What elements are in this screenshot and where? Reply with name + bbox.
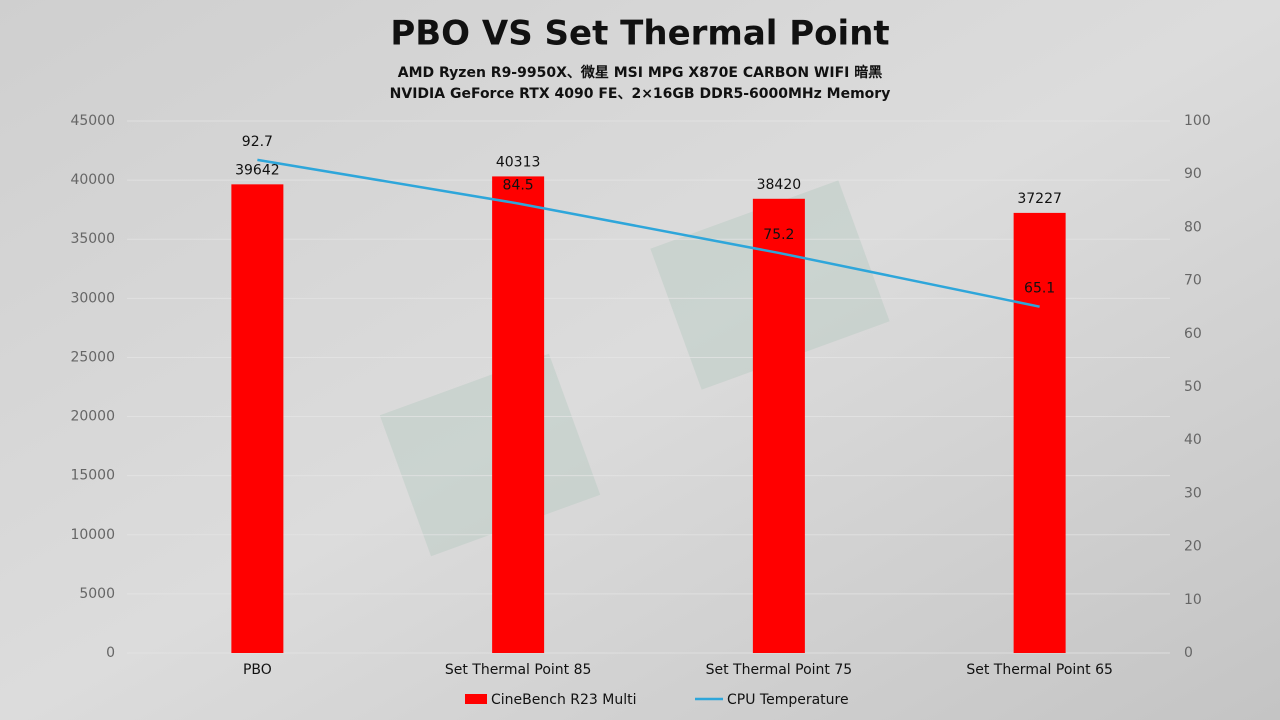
y-tick-label: 20000 [70,409,115,425]
data-label: 92.7 [242,134,273,150]
bar [492,176,545,653]
data-label: 38420 [757,177,802,193]
chart-subtitle: AMD Ryzen R9-9950X、微星 MSI MPG X870E CARB… [398,64,882,81]
x-tick-label: Set Thermal Point 85 [445,662,592,678]
x-tick-label: Set Thermal Point 75 [706,662,853,678]
line [257,158,1040,308]
chart-subtitle: NVIDIA GeForce RTX 4090 FE、2×16GB DDR5-6… [390,86,891,102]
y2-tick-label: 80 [1184,219,1202,235]
y-tick-label: 10000 [70,527,115,543]
legend-label: CPU Temperature [727,692,849,708]
y-tick-label: 25000 [70,349,115,365]
data-label: 84.5 [503,177,534,193]
chart-title: PBO VS Set Thermal Point [390,14,889,54]
bar [752,198,805,653]
legend-label: CineBench R23 Multi [491,692,636,708]
background-chip [379,353,601,557]
y-tick-label: 40000 [70,172,115,188]
bar [231,184,284,654]
y2-tick-label: 100 [1184,113,1211,129]
x-tick-label: Set Thermal Point 65 [966,662,1113,678]
data-label: 37227 [1017,191,1062,207]
y-tick-label: 15000 [70,468,115,484]
y2-tick-label: 60 [1184,326,1202,342]
x-tick-label: PBO [243,662,272,678]
data-label: 75.2 [763,227,794,243]
y2-tick-label: 0 [1184,645,1193,661]
y-tick-label: 5000 [79,586,115,602]
y-tick-label: 35000 [70,231,115,247]
y2-tick-label: 10 [1184,592,1202,608]
data-label: 39642 [235,162,280,178]
legend-swatch [465,694,487,704]
bar [1013,212,1066,653]
y-tick-label: 0 [106,645,115,661]
y2-tick-label: 40 [1184,432,1202,448]
y2-tick-label: 70 [1184,273,1202,289]
y2-tick-label: 90 [1184,166,1202,182]
y2-tick-label: 50 [1184,379,1202,395]
y2-tick-label: 20 [1184,539,1202,555]
y-tick-label: 30000 [70,290,115,306]
data-label: 65.1 [1024,281,1055,297]
y-tick-label: 45000 [70,113,115,129]
y2-tick-label: 30 [1184,485,1202,501]
data-label: 40313 [496,154,541,170]
